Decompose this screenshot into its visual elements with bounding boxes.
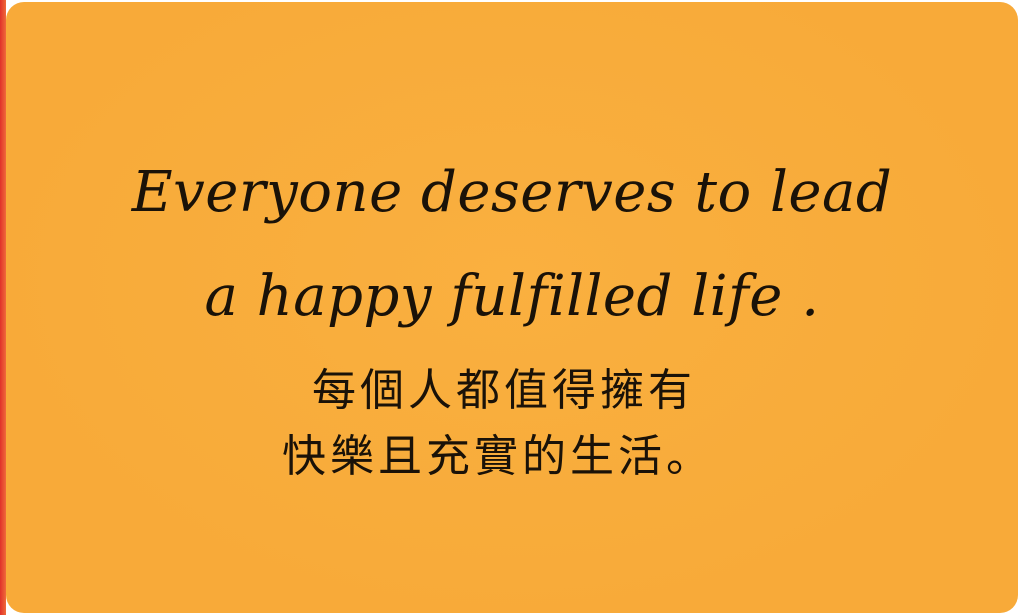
- chinese-quote-line-2: 快樂且充實的生活。: [282, 431, 714, 482]
- quote-card: Everyone deserves to lead a happy fulfil…: [6, 2, 1018, 613]
- chinese-quote-line-1: 每個人都值得擁有: [312, 365, 696, 416]
- quote-text-block: Everyone deserves to lead a happy fulfil…: [6, 2, 1018, 613]
- english-quote-line-1: Everyone deserves to lead: [131, 160, 893, 225]
- english-quote-line-2: a happy fulfilled life .: [204, 264, 820, 329]
- card-left-edge: [0, 0, 6, 615]
